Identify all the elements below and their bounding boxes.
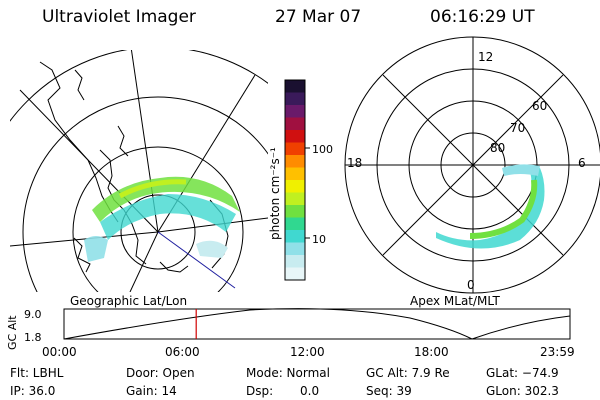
colorbar-band	[285, 230, 305, 243]
sequence-readout: Seq: 39	[366, 384, 412, 398]
right-aurora	[436, 164, 545, 249]
colorbar-band	[285, 142, 305, 156]
gain-readout: Gain: 14	[126, 384, 177, 398]
colorbar-unit-label: photon cm⁻²s⁻¹	[268, 147, 282, 240]
colorbar-band	[285, 205, 305, 218]
colorbar-tick-10: 10	[312, 233, 326, 246]
colorbar-band	[285, 117, 305, 131]
colorbar-band	[285, 192, 305, 206]
ip-readout: IP: 36.0	[10, 384, 56, 398]
colorbar-band	[285, 267, 305, 281]
left-panel-caption: Geographic Lat/Lon	[70, 294, 188, 308]
colorbar-band	[285, 167, 305, 181]
mlat-70-label: 70	[510, 121, 525, 135]
altitude-curve	[63, 308, 571, 340]
altitude-ymax: 9.0	[24, 308, 42, 321]
altitude-ylabel: GC Alt	[6, 315, 19, 350]
mode-readout: Mode: Normal	[246, 366, 330, 380]
colorbar-band	[285, 155, 305, 168]
mlt-18-label: 18	[347, 156, 362, 170]
altitude-ymin: 1.8	[24, 331, 42, 344]
colorbar	[285, 80, 305, 281]
mlt-12-label: 12	[478, 50, 493, 64]
left-aurora	[84, 176, 240, 262]
magnetic-polar-grid	[344, 36, 600, 294]
x-tick-1200: 12:00	[290, 345, 325, 359]
colorbar-band	[285, 180, 305, 193]
mlt-6-label: 6	[578, 156, 586, 170]
dsp-label: Dsp:	[246, 384, 274, 398]
instrument-title: Ultraviolet Imager	[42, 7, 196, 27]
x-tick-0000: 00:00	[42, 345, 77, 359]
x-tick-2359: 23:59	[540, 345, 575, 359]
gc-alt-readout: GC Alt: 7.9 Re	[366, 366, 450, 380]
x-tick-0600: 06:00	[165, 345, 200, 359]
glon-readout: GLon: 302.3	[486, 384, 559, 398]
glat-readout: GLat: −74.9	[486, 366, 559, 380]
colorbar-tick-100: 100	[312, 143, 333, 156]
dsp-value: 0.0	[300, 384, 320, 398]
right-panel-caption: Apex MLat/MLT	[410, 294, 500, 308]
mlt-0-label: 0	[467, 278, 475, 292]
colorbar-band	[285, 255, 305, 268]
x-tick-1800: 18:00	[414, 345, 449, 359]
mlat-80-label: 80	[490, 141, 505, 155]
mlat-60-label: 60	[532, 99, 547, 113]
altitude-plot-frame	[63, 308, 571, 340]
door-readout: Door: Open	[126, 366, 195, 380]
colorbar-band	[285, 105, 305, 118]
colorbar-band	[285, 80, 305, 93]
filter-readout: Flt: LBHL	[10, 366, 64, 380]
observation-date: 27 Mar 07	[275, 7, 362, 27]
colorbar-band	[285, 92, 305, 106]
colorbar-band	[285, 242, 305, 256]
colorbar-band	[285, 130, 305, 143]
observation-time: 06:16:29 UT	[430, 7, 535, 27]
colorbar-band	[285, 217, 305, 231]
